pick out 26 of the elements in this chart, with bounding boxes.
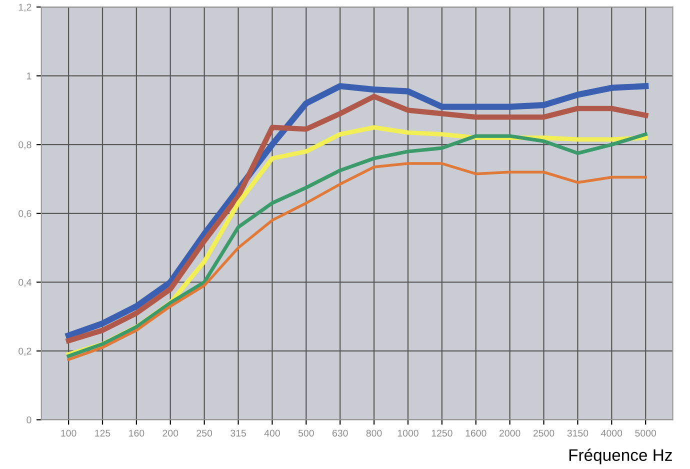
x-tick-label: 1000: [398, 430, 418, 437]
y-tick-label: 0,6: [18, 210, 32, 218]
x-tick-label: 500: [298, 430, 314, 437]
y-tick-label: 0,2: [18, 348, 32, 356]
x-tick-label: 5000: [635, 430, 656, 437]
x-tick-label: 160: [129, 430, 144, 437]
x-tick-label: 200: [162, 430, 178, 437]
x-tick-label: 100: [61, 430, 76, 437]
x-tick-label: 400: [264, 430, 280, 437]
y-tick-label: 1,2: [18, 4, 32, 12]
y-tick-label: 0: [26, 416, 32, 424]
x-tick-label: 2000: [499, 430, 520, 437]
x-tick-label: 2500: [533, 430, 554, 437]
x-tick-label: 1600: [466, 430, 486, 437]
x-tick-label: 800: [366, 430, 382, 437]
y-tick-label: 0,4: [18, 278, 32, 287]
x-tick-label: 630: [332, 430, 348, 437]
x-tick-label: 315: [230, 430, 246, 437]
x-tick-label: 125: [95, 430, 110, 437]
y-tick-label: 1: [27, 72, 32, 80]
x-tick-label: 4000: [601, 430, 622, 437]
y-tick-label: 0,8: [18, 141, 32, 150]
x-tick-label: 1250: [432, 430, 452, 437]
x-tick-label: 250: [196, 430, 212, 437]
x-tick-label: 3150: [567, 430, 588, 437]
x-axis-title: Fréquence Hz: [569, 448, 672, 464]
